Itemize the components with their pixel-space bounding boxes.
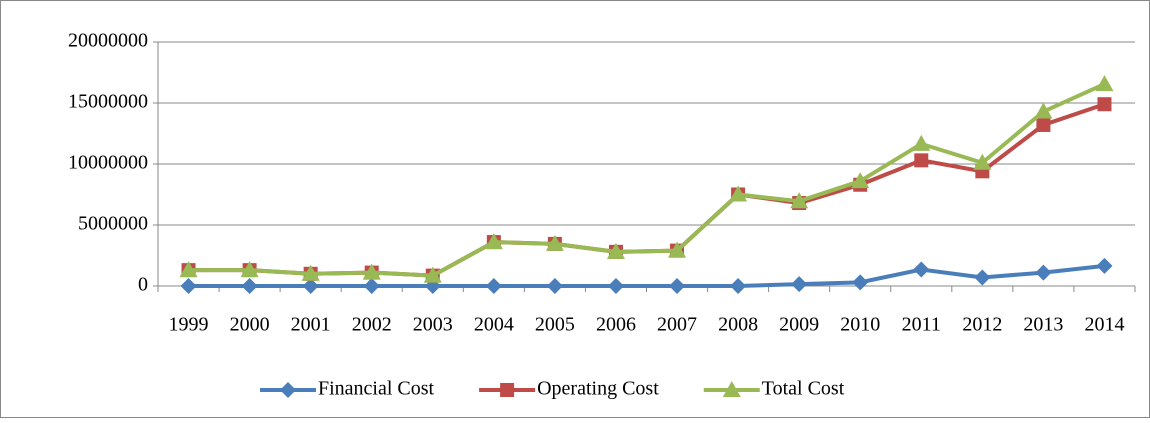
data-point bbox=[730, 278, 747, 294]
data-point bbox=[851, 172, 870, 189]
data-point bbox=[1035, 264, 1052, 281]
data-point bbox=[546, 278, 563, 294]
x-tick-label: 2014 bbox=[1084, 314, 1124, 336]
x-tick-label: 2013 bbox=[1023, 314, 1063, 336]
x-tick-label: 2011 bbox=[902, 314, 941, 336]
data-point bbox=[363, 278, 380, 294]
data-point bbox=[1034, 102, 1053, 119]
series-line bbox=[188, 263, 1105, 288]
data-point bbox=[852, 274, 869, 291]
data-point bbox=[974, 269, 991, 286]
legend-marker bbox=[280, 382, 296, 398]
data-point bbox=[179, 261, 198, 278]
data-point bbox=[545, 234, 564, 251]
data-point bbox=[973, 153, 992, 170]
data-point bbox=[362, 263, 381, 280]
y-tick-label: 20000000 bbox=[68, 30, 148, 52]
data-point bbox=[729, 185, 748, 202]
x-tick-label: 2012 bbox=[962, 314, 1002, 336]
legend-marker bbox=[500, 383, 515, 397]
y-tick-label: 15000000 bbox=[68, 91, 148, 113]
x-tick-label: 2010 bbox=[840, 314, 880, 336]
x-tick-label: 2006 bbox=[596, 314, 636, 336]
data-point bbox=[914, 153, 929, 168]
legend-label: Total Cost bbox=[762, 378, 845, 400]
series-line bbox=[188, 82, 1106, 278]
data-point bbox=[240, 261, 259, 278]
legend-label: Financial Cost bbox=[318, 378, 435, 400]
data-point bbox=[180, 278, 197, 294]
data-point bbox=[301, 264, 320, 281]
x-tick-label: 2009 bbox=[779, 314, 819, 336]
y-tick-label: 10000000 bbox=[68, 152, 148, 174]
x-tick-label: 2001 bbox=[291, 314, 331, 336]
data-point bbox=[423, 266, 442, 283]
data-point bbox=[913, 261, 930, 278]
data-point bbox=[484, 233, 503, 250]
data-point bbox=[1036, 117, 1051, 132]
x-tick-label: 1999 bbox=[169, 314, 209, 336]
x-tick-label: 2005 bbox=[535, 314, 575, 336]
data-point bbox=[1097, 97, 1112, 112]
data-point bbox=[485, 278, 502, 294]
data-point bbox=[606, 242, 625, 259]
x-tick-label: 2003 bbox=[413, 314, 453, 336]
data-point bbox=[791, 276, 808, 293]
legend-label: Operating Cost bbox=[537, 378, 659, 400]
data-point bbox=[302, 278, 319, 294]
data-point bbox=[668, 241, 687, 258]
y-tick-label: 0 bbox=[138, 274, 148, 296]
data-point bbox=[1095, 75, 1114, 92]
data-point bbox=[607, 278, 624, 294]
x-tick-label: 2000 bbox=[230, 314, 270, 336]
x-tick-label: 2004 bbox=[474, 314, 514, 336]
data-point bbox=[669, 278, 686, 294]
x-tick-label: 2002 bbox=[352, 314, 392, 336]
data-point bbox=[1096, 257, 1113, 274]
data-point bbox=[912, 134, 931, 151]
legend-marker bbox=[722, 381, 741, 397]
data-point bbox=[790, 192, 809, 209]
x-tick-label: 2007 bbox=[657, 314, 697, 336]
data-point bbox=[241, 278, 258, 294]
x-tick-label: 2008 bbox=[718, 314, 758, 336]
y-tick-label: 5000000 bbox=[78, 213, 148, 235]
